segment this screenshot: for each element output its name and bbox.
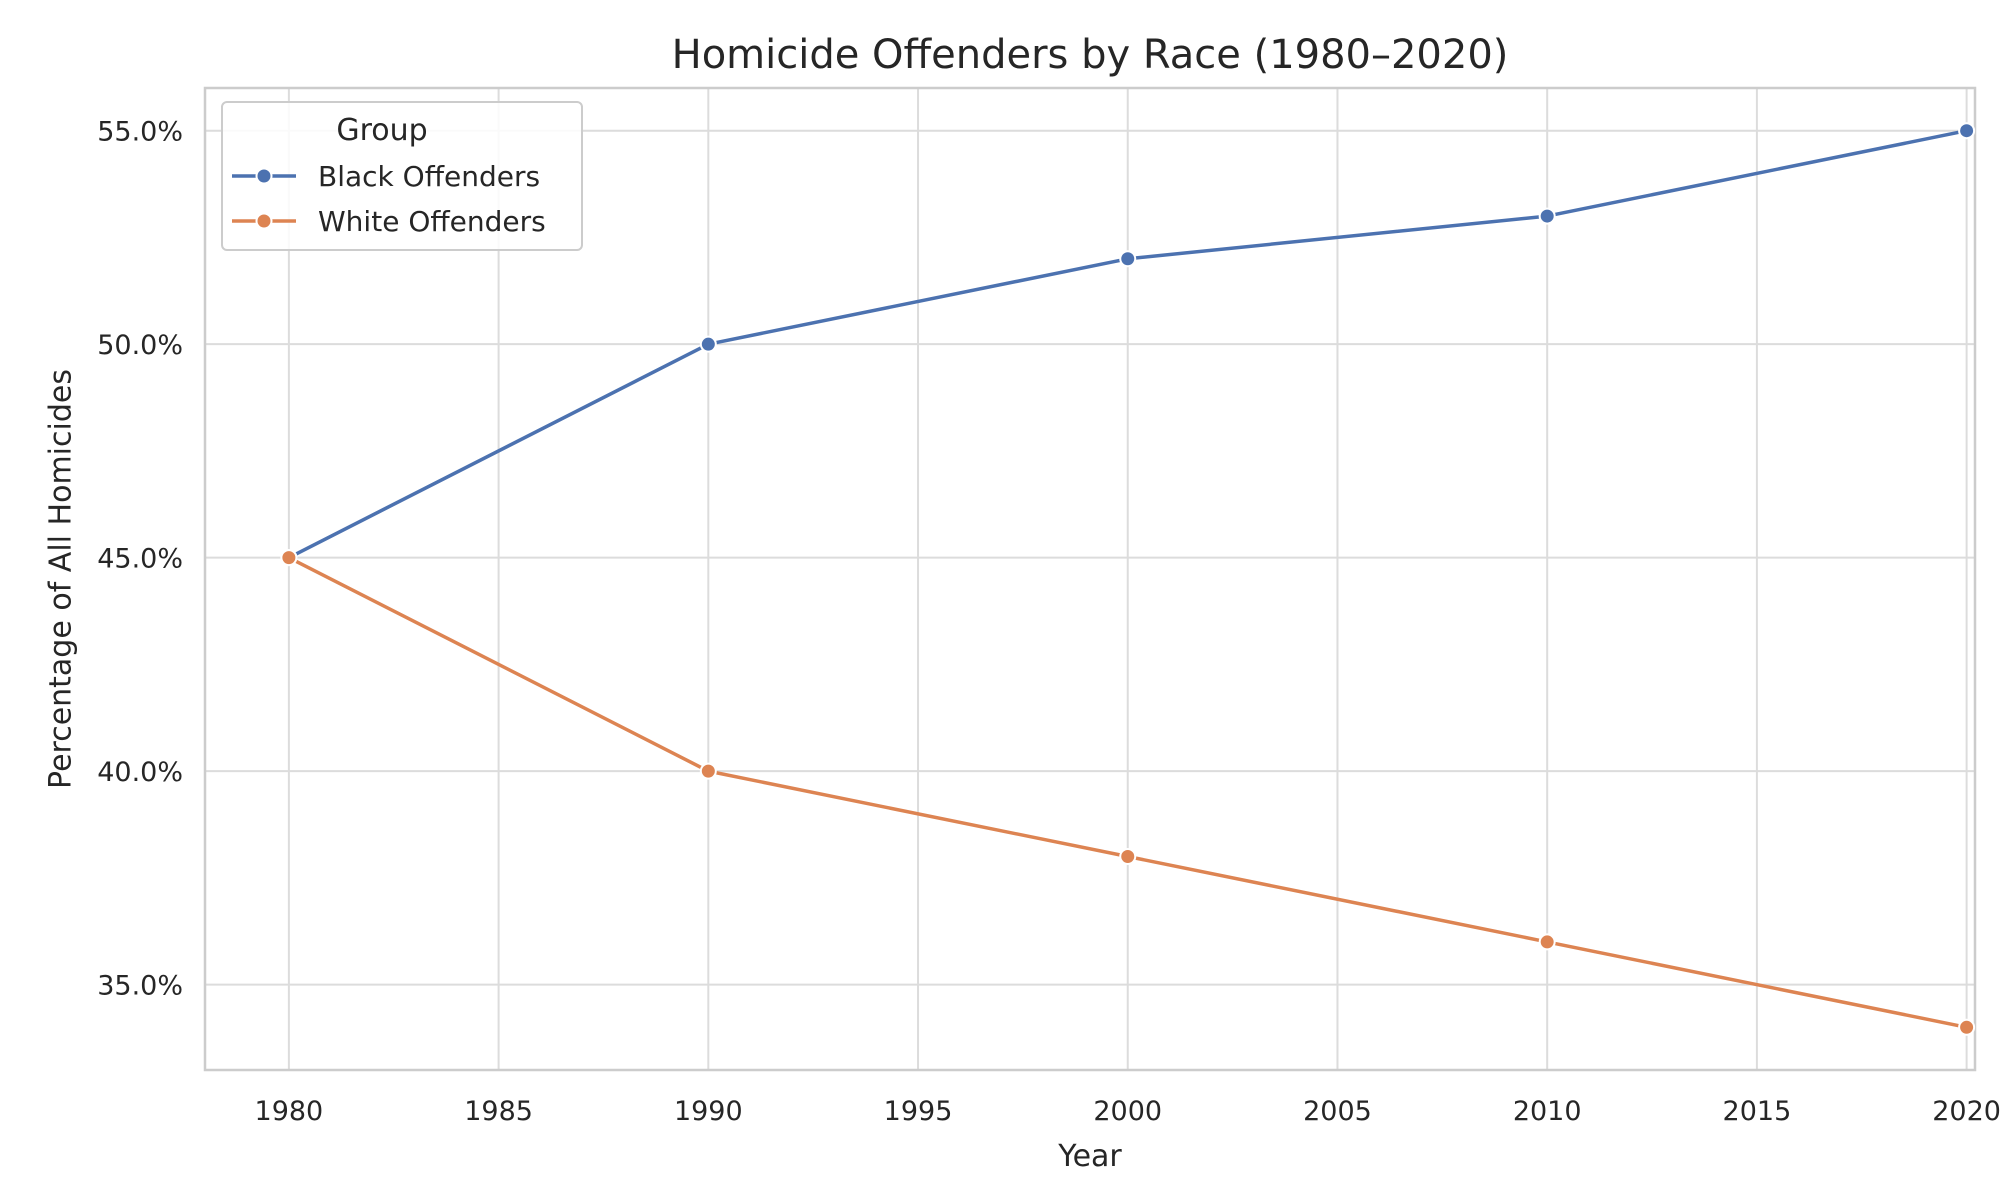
y-axis-label: Percentage of All Homicides xyxy=(44,369,79,789)
x-tick-label: 2010 xyxy=(1513,1096,1582,1127)
x-tick-label: 1995 xyxy=(884,1096,953,1127)
data-point[interactable] xyxy=(1538,207,1556,225)
legend-title: Group xyxy=(336,113,427,148)
data-point[interactable] xyxy=(1958,122,1976,140)
y-tick-label: 50.0% xyxy=(97,330,183,361)
data-point[interactable] xyxy=(1538,933,1556,951)
data-point[interactable] xyxy=(280,549,298,567)
legend-item: Black Offenders xyxy=(232,160,540,193)
legend-marker xyxy=(255,212,273,230)
legend-label: White Offenders xyxy=(318,205,546,238)
y-tick-label: 45.0% xyxy=(97,544,183,575)
grid xyxy=(205,88,1975,1070)
y-tick-label: 35.0% xyxy=(97,971,183,1002)
data-point[interactable] xyxy=(699,335,717,353)
x-tick-label: 1990 xyxy=(674,1096,743,1127)
legend-marker xyxy=(255,167,273,185)
series-layer xyxy=(280,122,1976,1036)
data-point[interactable] xyxy=(1119,848,1137,866)
legend-label: Black Offenders xyxy=(318,160,540,193)
tick-layer: 1980 1985 1990 1995 2000 2005 2010 2015 2020 35.0… xyxy=(97,117,2000,1127)
x-axis-label: Year xyxy=(1057,1139,1122,1174)
legend-box xyxy=(221,101,583,251)
y-tick-label: 55.0% xyxy=(97,117,183,148)
x-tick-label: 2005 xyxy=(1303,1096,1372,1127)
x-tick-label: 1980 xyxy=(255,1096,324,1127)
data-point[interactable] xyxy=(1119,250,1137,268)
plot-frame xyxy=(203,86,1977,1072)
data-point[interactable] xyxy=(1958,1018,1976,1036)
series-white-offenders xyxy=(280,549,1976,1036)
legend-items: Black Offenders White Offenders xyxy=(232,160,546,238)
chart-title: Homicide Offenders by Race (1980–2020) xyxy=(672,32,1509,78)
data-point[interactable] xyxy=(699,762,717,780)
legend-item: White Offenders xyxy=(232,205,546,238)
legend: Group Black Offenders White Offenders xyxy=(221,101,583,251)
x-tick-label: 1985 xyxy=(464,1096,533,1127)
x-tick-label: 2000 xyxy=(1093,1096,1162,1127)
x-tick-label: 2020 xyxy=(1932,1096,2000,1127)
y-tick-label: 40.0% xyxy=(97,757,183,788)
x-tick-label: 2015 xyxy=(1723,1096,1792,1127)
